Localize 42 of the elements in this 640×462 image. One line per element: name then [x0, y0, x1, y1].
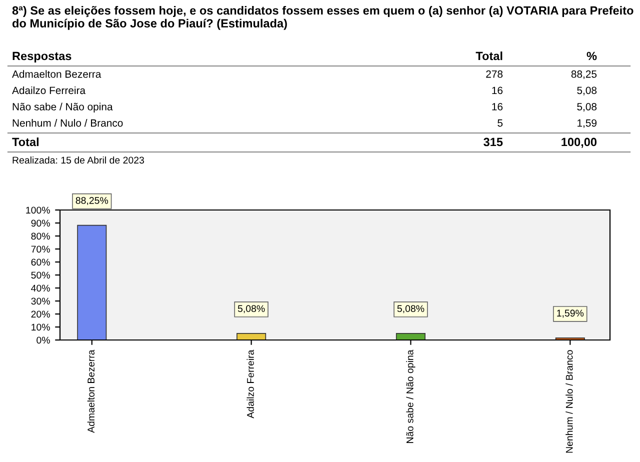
category-label: Nenhum / Nulo / Branco — [12, 119, 123, 127]
data-label: 5,08% — [238, 305, 265, 314]
data-label: 5,08 — [577, 103, 597, 112]
category-label: Admaelton Bezerra — [12, 70, 102, 78]
category-label: Adailzo Ferreira — [12, 86, 86, 94]
category-label: Total — [12, 137, 38, 146]
bar — [236, 332, 266, 340]
data-label: 1,59% — [557, 310, 584, 318]
data-label: 100,00 — [562, 138, 597, 148]
data-label: 5,08% — [397, 305, 424, 314]
text: % — [586, 52, 597, 60]
data-label: 1,59 — [578, 119, 597, 128]
y-tick-label: 100% — [26, 206, 50, 214]
text: Total — [476, 52, 502, 60]
y-tick-label: 50% — [31, 272, 50, 279]
bar — [396, 332, 426, 340]
x-tick-label: Nenhum / Nulo / Branco — [566, 350, 573, 453]
data-label: 5,08 — [577, 86, 597, 96]
y-tick-label: 30% — [31, 298, 50, 305]
y-tick-label: 40% — [31, 284, 50, 292]
data-label: 16 — [492, 86, 503, 94]
x-tick-label: Admaelton Bezerra — [87, 350, 94, 433]
text: Realizada: 15 de Abril de 2023 — [12, 156, 144, 164]
x-tick-label: Não sabe / Não opina — [406, 350, 416, 443]
text: Respostas — [12, 52, 72, 62]
y-tick-label: 60% — [31, 258, 50, 266]
bar — [77, 224, 107, 340]
data-label: 88,25% — [76, 197, 108, 206]
x-tick-label: Adailzo Ferreira — [246, 350, 254, 418]
y-tick-label: 80% — [31, 232, 50, 240]
data-label: 5 — [498, 119, 503, 127]
y-tick-label: 20% — [31, 310, 50, 318]
y-tick-label: 90% — [31, 220, 50, 227]
data-label: 16 — [492, 103, 503, 110]
y-tick-label: 10% — [32, 324, 50, 331]
data-label: 88,25 — [571, 70, 597, 80]
data-label: 315 — [484, 138, 503, 146]
data-label: 278 — [486, 70, 503, 78]
y-tick-label: 70% — [31, 246, 50, 253]
text: 8ª) Se as eleições fossem hoje, e os candidatos fossem esses em quem o (a) senhor (a) VOTARIA para Prefeito do Município de São Jose do Piauí? (Estimulada) — [12, 6, 634, 30]
y-tick-label: 0% — [36, 336, 50, 344]
category-label: Não sabe / Não opina — [12, 102, 113, 112]
